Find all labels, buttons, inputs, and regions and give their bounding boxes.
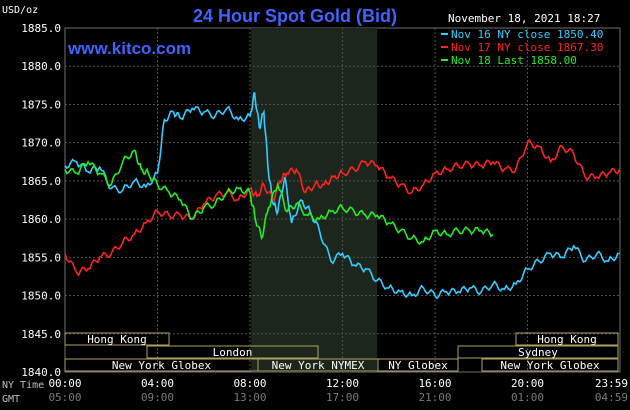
x-tick-ny: 08:00 <box>233 377 266 390</box>
website-label[interactable]: www.kitco.com <box>67 39 191 58</box>
y-tick-label: 1845.0 <box>21 328 61 341</box>
y-tick-label: 1885.0 <box>21 22 61 35</box>
x-tick-gmt: 09:00 <box>141 391 174 404</box>
session-label: Hong Kong <box>87 333 147 346</box>
y-tick-label: 1840.0 <box>21 366 61 379</box>
ny-time-label: NY Time <box>2 380 44 391</box>
y-tick-label: 1870.0 <box>21 137 61 150</box>
session-bar-new-york-globex-right <box>481 358 619 372</box>
session-bar-hong-kong-left <box>64 332 170 346</box>
x-tick-ny: 20:00 <box>511 377 544 390</box>
session-label: New York Globex <box>500 359 600 372</box>
y-tick-label: 1880.0 <box>21 60 61 73</box>
series-lines <box>64 91 621 300</box>
grid-lines <box>65 28 620 372</box>
series-line-3 <box>64 149 494 246</box>
x-tick-ny: 12:00 <box>326 377 359 390</box>
session-label: Hong Kong <box>537 333 597 346</box>
y-axis-ticks: 1885.0 1880.0 1875.0 1870.0 1865.0 1860.0 1855… <box>21 22 61 379</box>
y-tick-label: 1875.0 <box>21 98 61 111</box>
x-tick-gmt: 04:59 <box>595 391 628 404</box>
nymex-session-shading <box>251 28 378 372</box>
y-tick-label: 1860.0 <box>21 213 61 226</box>
session-label: London <box>213 346 253 359</box>
y-tick-label: 1855.0 <box>21 251 61 264</box>
x-tick-gmt: 21:00 <box>418 391 451 404</box>
x-tick-ny: 23:59 <box>595 377 628 390</box>
session-label: New York Globex <box>112 359 212 372</box>
x-tick-gmt: 05:00 <box>48 391 81 404</box>
gmt-label: GMT <box>2 394 20 405</box>
legend-entry: Nov 16 NY close 1850.40 <box>451 28 603 41</box>
series-line-1 <box>64 91 620 300</box>
y-tick-label: 1865.0 <box>21 175 61 188</box>
legend-entry: Nov 17 NY close 1867.30 <box>451 41 603 54</box>
unit-label: USD/oz <box>2 5 38 16</box>
legend-entry: Nov 18 Last 1858.00 <box>451 54 577 67</box>
x-tick-ny: 00:00 <box>48 377 81 390</box>
session-bar-london <box>146 345 319 359</box>
session-bar-sydney <box>457 345 619 359</box>
x-tick-ny: 16:00 <box>418 377 451 390</box>
x-tick-gmt: 01:00 <box>511 391 544 404</box>
timestamp: November 18, 2021 18:27 <box>448 12 600 25</box>
chart-title: 24 Hour Spot Gold (Bid) <box>193 6 397 26</box>
session-label: Sydney <box>518 346 558 359</box>
session-bar-hong-kong-right <box>515 332 619 346</box>
session-bar-ny-globex <box>377 358 459 372</box>
x-tick-ny: 04:00 <box>141 377 174 390</box>
y-tick-label: 1850.0 <box>21 290 61 303</box>
session-label: New York NYMEX <box>272 359 365 372</box>
series-line-2 <box>64 138 621 277</box>
session-label: NY Globex <box>388 359 448 372</box>
x-tick-gmt: 13:00 <box>233 391 266 404</box>
x-tick-gmt: 17:00 <box>326 391 359 404</box>
